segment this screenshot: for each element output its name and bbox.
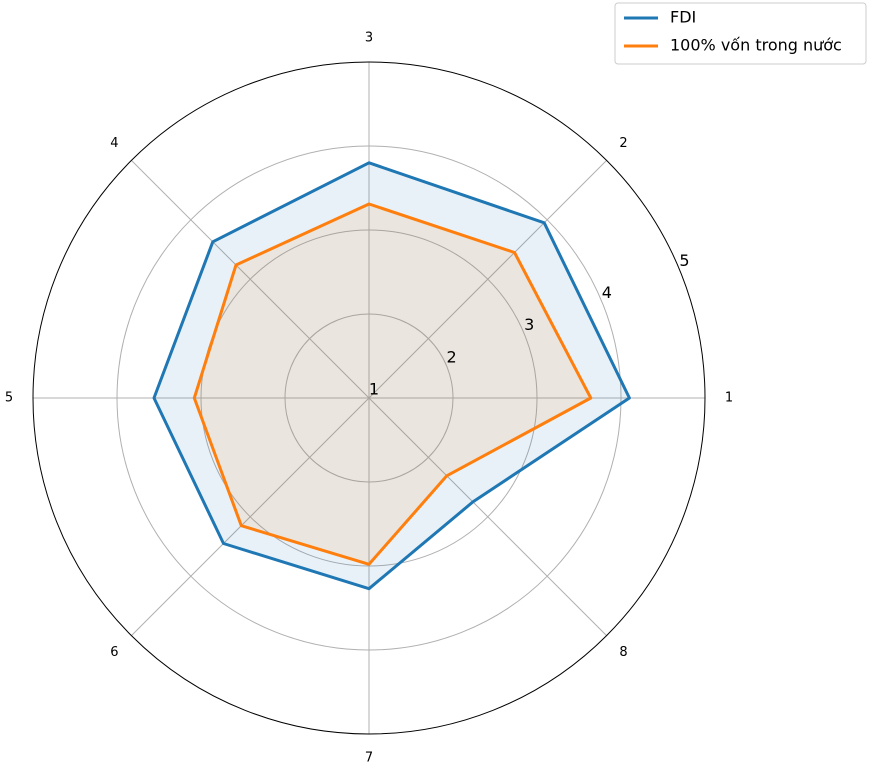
series-line — [152, 161, 631, 591]
angle-label: 6 — [110, 645, 118, 660]
r-tick-label: 2 — [447, 347, 457, 366]
angle-label: 3 — [365, 31, 373, 46]
legend: FDI 100% vốn trong nước — [614, 2, 867, 65]
angle-label: 2 — [619, 136, 627, 151]
spoke — [131, 397, 370, 636]
legend-label: 100% vốn trong nước — [670, 36, 842, 55]
spoke — [368, 160, 607, 399]
spoke — [131, 160, 370, 399]
r-tick-label: 1 — [369, 380, 379, 399]
angle-label: 5 — [5, 391, 13, 406]
r-tick-label: 4 — [602, 283, 612, 302]
legend-frame — [614, 2, 867, 65]
outer-frame — [32, 61, 706, 735]
angle-label: 4 — [110, 136, 118, 151]
r-tick-label: 3 — [524, 315, 534, 334]
series-area — [154, 162, 630, 589]
r-tick-label: 5 — [679, 251, 689, 270]
series-line — [192, 202, 593, 566]
angle-label: 7 — [365, 751, 373, 766]
legend-label: FDI — [670, 8, 696, 27]
spoke — [368, 397, 607, 636]
angle-label: 8 — [619, 645, 627, 660]
series-area — [194, 204, 591, 565]
angle-label: 1 — [725, 391, 733, 406]
